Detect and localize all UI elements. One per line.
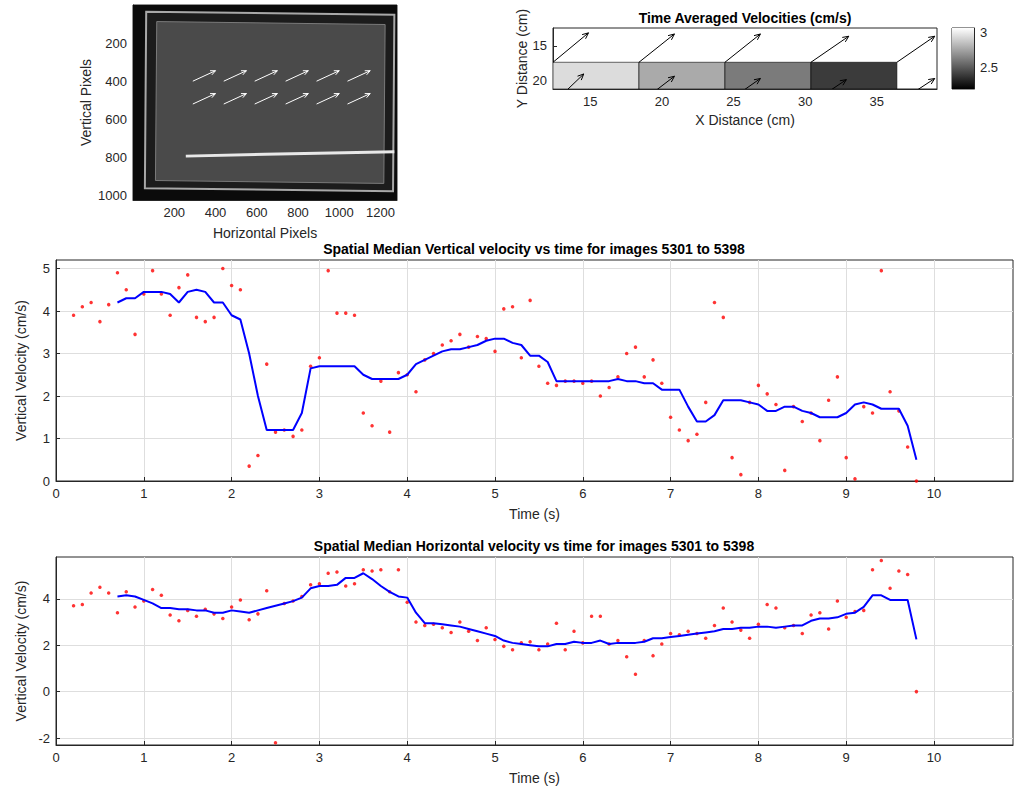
svg-text:20: 20: [655, 94, 669, 109]
svg-text:4: 4: [404, 750, 411, 765]
svg-text:-2: -2: [38, 731, 50, 746]
svg-text:1: 1: [43, 431, 50, 446]
svg-text:1200: 1200: [366, 205, 395, 220]
svg-text:25: 25: [726, 94, 740, 109]
svg-text:0: 0: [52, 750, 59, 765]
svg-text:5: 5: [491, 750, 498, 765]
svg-text:1000: 1000: [98, 188, 127, 203]
svg-text:15: 15: [583, 94, 597, 109]
svg-text:Vertical Velocity (cm/s): Vertical Velocity (cm/s): [13, 581, 29, 722]
svg-text:1: 1: [140, 486, 147, 501]
svg-text:10: 10: [927, 486, 941, 501]
svg-text:X Distance (cm): X Distance (cm): [695, 112, 795, 128]
svg-text:1000: 1000: [325, 205, 354, 220]
svg-text:Vertical Velocity (cm/s): Vertical Velocity (cm/s): [13, 300, 29, 441]
svg-text:4: 4: [404, 486, 411, 501]
svg-text:5: 5: [43, 261, 50, 276]
svg-text:4: 4: [43, 591, 50, 606]
svg-text:0: 0: [43, 684, 50, 699]
svg-text:7: 7: [667, 486, 674, 501]
svg-text:2: 2: [43, 638, 50, 653]
svg-text:0: 0: [52, 486, 59, 501]
svg-text:Spatial Median Vertical veloci: Spatial Median Vertical velocity vs time…: [323, 241, 745, 257]
svg-text:8: 8: [755, 486, 762, 501]
svg-text:600: 600: [105, 112, 127, 127]
svg-text:9: 9: [843, 750, 850, 765]
svg-text:20: 20: [533, 73, 547, 88]
svg-text:35: 35: [870, 94, 884, 109]
svg-text:9: 9: [843, 486, 850, 501]
svg-text:3: 3: [980, 25, 987, 40]
svg-text:Time Averaged Velocities (cm/s: Time Averaged Velocities (cm/s): [639, 10, 852, 26]
svg-text:400: 400: [205, 205, 227, 220]
svg-text:Spatial Median Horizontal velo: Spatial Median Horizontal velocity vs ti…: [314, 538, 755, 554]
svg-text:10: 10: [927, 750, 941, 765]
svg-text:Time (s): Time (s): [509, 770, 560, 786]
svg-text:400: 400: [105, 74, 127, 89]
svg-text:3: 3: [43, 346, 50, 361]
svg-text:Vertical Pixels: Vertical Pixels: [78, 59, 94, 146]
svg-text:30: 30: [798, 94, 812, 109]
svg-text:4: 4: [43, 304, 50, 319]
svg-text:2: 2: [228, 486, 235, 501]
svg-text:6: 6: [579, 486, 586, 501]
svg-text:3: 3: [316, 750, 323, 765]
svg-text:Time (s): Time (s): [509, 506, 560, 522]
svg-text:0: 0: [43, 474, 50, 489]
svg-text:5: 5: [491, 486, 498, 501]
svg-text:3: 3: [316, 486, 323, 501]
svg-text:7: 7: [667, 750, 674, 765]
svg-text:2: 2: [43, 389, 50, 404]
svg-text:15: 15: [533, 38, 547, 53]
svg-text:1: 1: [140, 750, 147, 765]
svg-text:800: 800: [105, 150, 127, 165]
svg-text:8: 8: [755, 750, 762, 765]
svg-text:600: 600: [246, 205, 268, 220]
svg-text:800: 800: [287, 205, 309, 220]
svg-text:2: 2: [228, 750, 235, 765]
svg-text:6: 6: [579, 750, 586, 765]
svg-text:200: 200: [105, 36, 127, 51]
svg-text:2.5: 2.5: [980, 60, 998, 75]
svg-text:Horizontal Pixels: Horizontal Pixels: [213, 225, 317, 241]
svg-text:200: 200: [163, 205, 185, 220]
svg-text:Y Distance (cm): Y Distance (cm): [514, 9, 530, 108]
